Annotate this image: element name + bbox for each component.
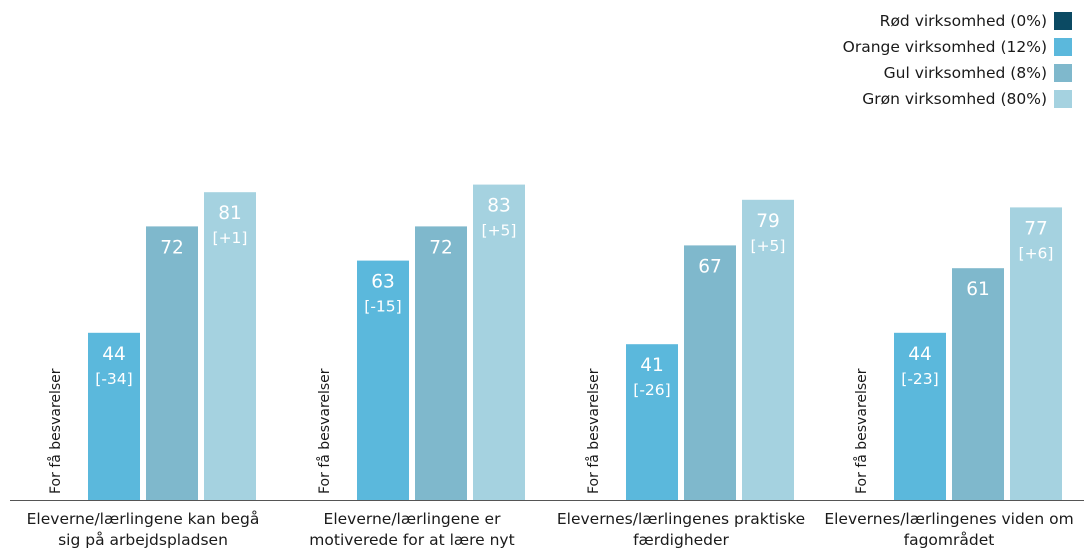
- legend-label: Gul virksomhed (8%): [883, 64, 1047, 82]
- bar-diff-label: [+1]: [213, 229, 248, 247]
- legend-swatch: [1054, 90, 1072, 108]
- bar: [415, 226, 467, 500]
- no-data-label: For få besvarelser: [853, 368, 870, 494]
- bar: [894, 332, 946, 500]
- category-label: motiverede for at lære nyt: [309, 531, 514, 549]
- legend-item: Grøn virksomhed (80%): [843, 86, 1072, 112]
- bar-diff-label: [-23]: [901, 370, 938, 388]
- no-data-label: For få besvarelser: [585, 368, 602, 494]
- bar-value-label: 77: [1024, 218, 1048, 239]
- bar: [88, 332, 140, 500]
- bar-diff-label: [+5]: [482, 222, 517, 240]
- bar: [146, 226, 198, 500]
- bar: [357, 260, 409, 500]
- category-label: Elevernes/lærlingenes viden om: [824, 510, 1073, 528]
- legend-swatch: [1054, 12, 1072, 30]
- category-label: Elevernes/lærlingenes praktiske: [557, 510, 805, 528]
- bar-value-label: 67: [698, 256, 722, 277]
- bar: [1010, 207, 1062, 500]
- bar-diff-label: [+5]: [751, 237, 786, 255]
- legend-item: Orange virksomhed (12%): [843, 34, 1072, 60]
- legend-swatch: [1054, 64, 1072, 82]
- bar-value-label: 61: [966, 279, 990, 300]
- bar-diff-label: [+6]: [1019, 244, 1054, 262]
- bar: [952, 268, 1004, 500]
- bar-diff-label: [-26]: [633, 381, 670, 399]
- category-label: fagområdet: [904, 531, 995, 549]
- no-data-label: For få besvarelser: [316, 368, 333, 494]
- bar: [684, 245, 736, 500]
- bar: [626, 344, 678, 500]
- legend-item: Rød virksomhed (0%): [843, 8, 1072, 34]
- bar-value-label: 44: [102, 344, 126, 365]
- category-label: Eleverne/lærlingene kan begå: [27, 510, 260, 528]
- category-label: Eleverne/lærlingene er: [324, 510, 502, 528]
- bar-value-label: 79: [756, 211, 780, 232]
- bar-diff-label: [-34]: [95, 370, 132, 388]
- legend-label: Orange virksomhed (12%): [842, 38, 1047, 56]
- bar-value-label: 81: [218, 203, 242, 224]
- bar-value-label: 83: [487, 196, 511, 217]
- bar-diff-label: [-15]: [364, 298, 401, 316]
- bar: [204, 192, 256, 500]
- bar: [473, 184, 525, 500]
- legend-label: Grøn virksomhed (80%): [862, 90, 1047, 108]
- category-label: sig på arbejdspladsen: [58, 531, 228, 549]
- legend-swatch: [1054, 38, 1072, 56]
- bar-value-label: 72: [160, 237, 184, 258]
- legend-label: Rød virksomhed (0%): [879, 12, 1047, 30]
- bar-value-label: 41: [640, 355, 664, 376]
- legend: Rød virksomhed (0%) Orange virksomhed (1…: [843, 8, 1072, 112]
- bar: [742, 199, 794, 501]
- legend-item: Gul virksomhed (8%): [843, 60, 1072, 86]
- no-data-label: For få besvarelser: [47, 368, 64, 494]
- category-label: færdigheder: [633, 531, 729, 549]
- bar-value-label: 72: [429, 237, 453, 258]
- bar-value-label: 63: [371, 272, 395, 293]
- bar-value-label: 44: [908, 344, 932, 365]
